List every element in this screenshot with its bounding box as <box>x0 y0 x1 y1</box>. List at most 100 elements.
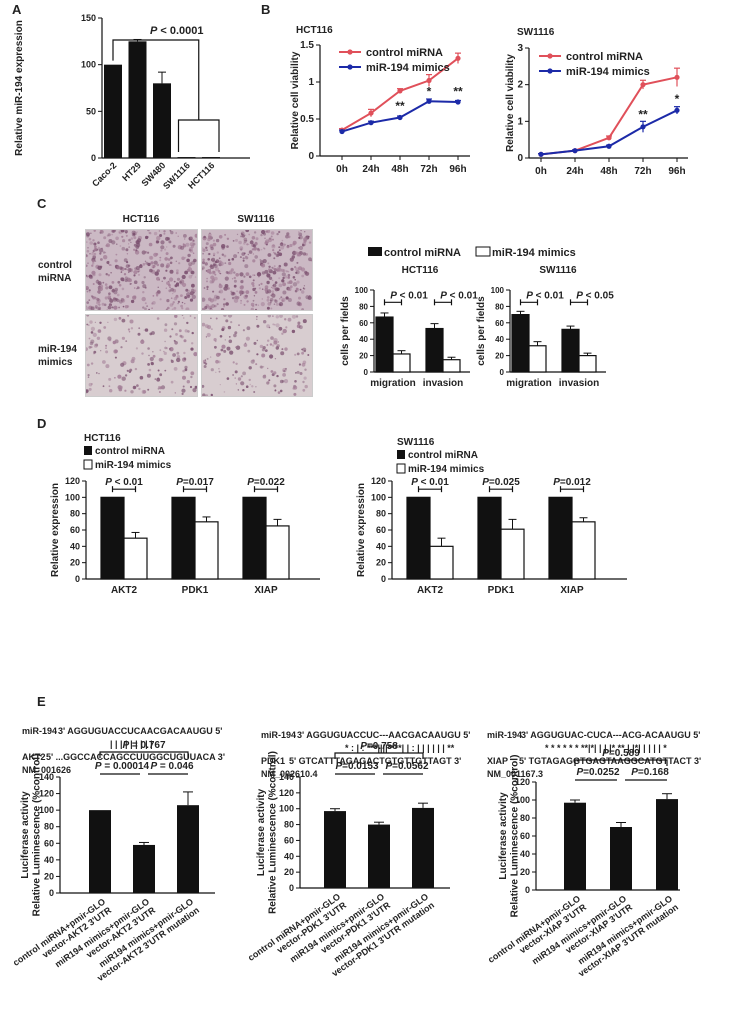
stained-cell <box>98 273 102 277</box>
stained-cell <box>113 305 118 310</box>
stained-cell <box>216 303 219 306</box>
stained-cell <box>201 268 204 271</box>
stained-cell <box>113 317 118 322</box>
stained-cell <box>274 281 278 284</box>
stained-cell <box>190 244 195 248</box>
chart-b1-series-1-point-0 <box>339 128 345 135</box>
chart-a-bar-1 <box>128 41 147 159</box>
chart-d1-bar-0-1 <box>123 537 148 580</box>
stained-cell <box>266 296 270 299</box>
stained-cell <box>124 278 128 283</box>
stained-cell <box>284 243 287 246</box>
stained-cell <box>184 296 188 299</box>
stained-cell <box>258 276 260 278</box>
stained-cell <box>211 257 216 262</box>
stained-cell <box>305 271 310 276</box>
chart-b2-legend-marker-0 <box>547 53 553 59</box>
stained-cell <box>106 234 109 237</box>
stained-cell <box>201 297 206 302</box>
chart-c2-ytick-label-0: 0 <box>500 368 505 377</box>
stained-cell <box>111 233 113 236</box>
stained-cell <box>165 252 169 256</box>
stained-cell <box>147 262 151 267</box>
stained-cell <box>116 243 118 245</box>
stained-cell <box>110 264 113 266</box>
stained-cell <box>173 306 177 310</box>
stained-cell <box>212 297 217 302</box>
stained-cell <box>287 273 291 277</box>
stained-cell <box>280 245 285 250</box>
stained-cell <box>172 244 176 248</box>
chart-b2-legend-label-0: control miRNA <box>566 51 643 63</box>
stained-cell <box>239 272 244 277</box>
stained-cell <box>116 293 120 297</box>
stained-cell <box>277 251 280 254</box>
chart-e2-ytick-label-1: 20 <box>284 867 294 877</box>
stained-cell <box>161 280 163 282</box>
stained-cell <box>289 243 293 248</box>
stained-cell <box>301 290 305 294</box>
stained-cell <box>250 302 255 307</box>
stained-cell <box>85 254 89 258</box>
stained-cell <box>258 284 261 286</box>
stained-cell <box>206 269 211 274</box>
stained-cell <box>129 283 132 285</box>
stained-cell <box>127 278 132 283</box>
stained-cell <box>92 283 95 285</box>
stained-cell <box>94 260 97 262</box>
stained-cell <box>170 256 173 260</box>
stained-cell <box>133 270 138 275</box>
stained-cell <box>148 255 153 260</box>
stained-cell <box>215 238 220 243</box>
chart-d2-ytick-label-5: 100 <box>371 492 386 502</box>
chart-d2-bar-2-1 <box>571 521 596 580</box>
stained-cell <box>140 339 145 344</box>
chart-b2-series-0-line <box>540 76 678 156</box>
stained-cell <box>164 248 167 251</box>
chart-d1-bar-1-1 <box>194 521 219 580</box>
stained-cell <box>105 344 108 347</box>
stained-cell <box>92 273 96 277</box>
chart-c-legend-swatch-1 <box>475 246 491 257</box>
stained-cell <box>119 266 123 270</box>
stained-cell <box>134 367 138 371</box>
chart-c2-ytick-label-3: 60 <box>495 319 504 328</box>
stained-cell <box>280 268 285 272</box>
stained-cell <box>141 280 145 285</box>
stained-cell <box>237 252 239 254</box>
stained-cell <box>240 302 242 304</box>
stained-cell <box>266 230 269 233</box>
chart-c2-title: SW1116 <box>539 265 577 276</box>
stained-cell <box>231 278 234 280</box>
stained-cell <box>183 317 185 319</box>
stained-cell <box>117 374 122 379</box>
stained-cell <box>160 263 165 268</box>
stained-cell <box>274 287 279 292</box>
stained-cell <box>130 241 132 243</box>
stained-cell <box>253 295 256 297</box>
stained-cell <box>105 273 108 276</box>
stained-cell <box>202 252 204 255</box>
stained-cell <box>265 290 268 293</box>
stained-cell <box>172 303 174 305</box>
stained-cell <box>89 320 93 324</box>
stained-cell <box>143 276 146 279</box>
stained-cell <box>270 235 273 238</box>
stained-cell <box>87 247 89 249</box>
stained-cell <box>224 276 229 281</box>
chart-d2-ytick-label-2: 40 <box>376 541 386 551</box>
chart-d2-bar-0-0 <box>406 496 431 580</box>
stained-cell <box>239 290 244 295</box>
stained-cell <box>156 263 160 267</box>
stained-cell <box>100 258 103 261</box>
stained-cell <box>292 276 296 279</box>
chart-b2-ytick-label-0: 0 <box>517 153 523 164</box>
chart-d2-bar-2-0 <box>548 496 573 580</box>
stained-cell <box>89 276 92 279</box>
stained-cell <box>294 278 296 281</box>
stained-cell <box>176 357 181 363</box>
stained-cell <box>144 307 147 311</box>
stained-cell <box>212 263 216 267</box>
stained-cell <box>272 244 275 247</box>
chart-c1-ytick-label-0: 0 <box>364 368 369 377</box>
